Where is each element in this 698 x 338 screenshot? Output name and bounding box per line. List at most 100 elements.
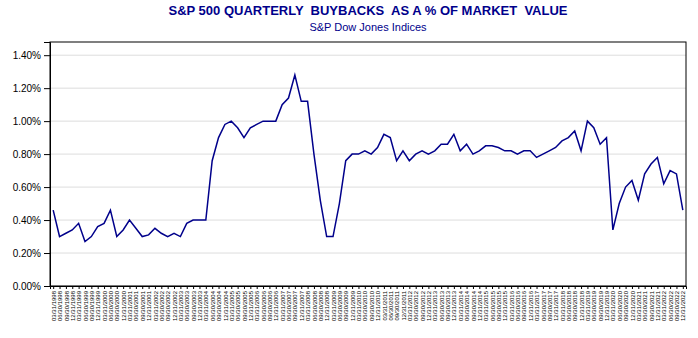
line [53, 75, 683, 242]
y-axis: 0.00%0.20%0.40%0.60%0.80%1.00%1.20%1.40% [13, 43, 51, 292]
tick-label: 09/30/2003 [191, 290, 197, 321]
tick: 06/30/2002 [159, 286, 165, 321]
tick: 03/31/1999 [76, 286, 82, 321]
tick-mark [44, 55, 50, 56]
tick-label: 12/31/2011 [401, 290, 407, 320]
tick-label: 03/31/2005 [229, 290, 235, 321]
tick: 0.00% [13, 281, 50, 292]
grid [50, 55, 686, 286]
tick: 12/31/2001 [146, 286, 152, 321]
tick-label: 12/31/2015 [502, 290, 508, 321]
tick-label: 12/31/2010 [375, 290, 381, 321]
tick: 06/30/2007 [286, 286, 292, 321]
tick: 03/31/2003 [178, 286, 184, 321]
tick: 12/31/2009 [350, 286, 356, 321]
tick: 06/30/2004 [210, 286, 216, 321]
tick: 1.00% [13, 116, 50, 127]
tick-label: 06/30/2001 [133, 290, 139, 321]
tick: 09/30/1998 [64, 286, 70, 321]
tick-label: 03/31/2007 [280, 290, 286, 321]
tick: 03/31/2001 [127, 286, 133, 321]
tick: 03/31/2017 [534, 286, 540, 321]
tick: 06/30/2018 [566, 286, 572, 321]
tick: 09/30/2004 [216, 286, 222, 321]
tick: 03/31/2007 [280, 286, 286, 321]
tick-label: 12/31/2003 [197, 290, 203, 321]
tick: 03/31/1998 [51, 286, 57, 321]
tick-label: 09/30/1999 [89, 290, 95, 321]
tick: 03/31/2014 [458, 286, 464, 321]
tick: 06/30/2008 [312, 286, 318, 321]
tick: 12/31/2015 [502, 286, 508, 321]
tick: 06/30/2015 [490, 286, 496, 321]
tick-label: 03/31/2020 [610, 290, 616, 321]
tick-label: 09/30/1998 [64, 290, 70, 321]
x-axis: 03/31/199806/30/199809/30/199812/31/1998… [51, 286, 687, 321]
tick-label: 09/30/2004 [216, 290, 222, 321]
tick-label: 06/30/2014 [464, 290, 470, 321]
tick: 12/31/2012 [426, 286, 432, 321]
tick-label: 12/31/2008 [324, 290, 330, 321]
tick-label: 09/30/2012 [420, 290, 426, 321]
tick-mark [44, 286, 50, 287]
tick-label: 06/30/2011 [388, 290, 394, 320]
tick-label: 03/31/2013 [432, 290, 438, 321]
tick-label: 03/31/2017 [534, 290, 540, 321]
tick: 06/30/2003 [184, 286, 190, 321]
tick-label: 03/31/2000 [102, 290, 108, 321]
tick-label: 06/30/2020 [617, 290, 623, 321]
tick: 12/31/2007 [299, 286, 305, 321]
plot-frame [50, 42, 686, 286]
tick-label: 03/31/2022 [661, 290, 667, 321]
tick: 12/31/2014 [477, 286, 483, 321]
tick-label: 12/31/2021 [655, 290, 661, 321]
tick: 12/31/1998 [70, 286, 76, 321]
tick: 09/30/2010 [369, 286, 375, 321]
tick-label: 09/30/2008 [318, 290, 324, 321]
tick-label: 06/30/2019 [591, 290, 597, 321]
tick-label: 03/31/2021 [636, 290, 642, 321]
tick: 09/30/2022 [674, 286, 680, 321]
tick-label: 06/30/2004 [210, 290, 216, 321]
tick-label: 09/30/2013 [445, 290, 451, 321]
tick: 12/31/2016 [528, 286, 534, 321]
tick-label: 0.80% [13, 149, 41, 160]
tick-label: 0.40% [13, 215, 41, 226]
tick: 06/30/2009 [337, 286, 343, 321]
tick: 12/31/2020 [630, 286, 636, 321]
tick: 12/31/2018 [579, 286, 585, 321]
tick-label: 03/31/1999 [76, 290, 82, 321]
tick-label: 06/30/2017 [541, 290, 547, 321]
tick-label: 12/31/2019 [604, 290, 610, 321]
tick: 09/30/2013 [445, 286, 451, 321]
tick: 06/30/2022 [668, 286, 674, 321]
tick: 03/31/2018 [560, 286, 566, 321]
tick: 09/30/2021 [649, 286, 655, 321]
tick: 09/30/2012 [420, 286, 426, 321]
tick-label: 1.40% [13, 50, 41, 61]
tick-mark [44, 253, 50, 254]
chart: S&P 500 QUARTERLY BUYBACKS AS A % OF MAR… [0, 0, 698, 338]
tick-label: 12/31/2001 [146, 290, 152, 321]
plot: 0.00%0.20%0.40%0.60%0.80%1.00%1.20%1.40%… [13, 42, 687, 321]
tick-label: 09/30/2014 [471, 290, 477, 321]
tick: 09/30/2008 [318, 286, 324, 321]
tick-label: 03/31/2008 [305, 290, 311, 321]
tick: 06/30/2020 [617, 286, 623, 321]
tick: 09/30/2019 [598, 286, 604, 321]
tick-label: 06/30/2015 [490, 290, 496, 321]
tick: 03/31/2022 [661, 286, 667, 321]
tick: 06/30/2005 [235, 286, 241, 321]
tick-label: 09/30/2009 [343, 290, 349, 321]
tick: 0.20% [13, 248, 50, 259]
tick-label: 09/30/2018 [572, 290, 578, 321]
tick-label: 03/31/2014 [458, 290, 464, 321]
tick: 03/31/2015 [483, 286, 489, 321]
tick: 03/31/2004 [203, 286, 209, 321]
tick: 03/31/2013 [432, 286, 438, 321]
tick-label: 09/30/2002 [165, 290, 171, 321]
tick: 06/30/2013 [439, 286, 445, 321]
grid-line [50, 55, 686, 56]
tick: 09/30/2001 [140, 286, 146, 321]
axis-domain [51, 287, 687, 290]
